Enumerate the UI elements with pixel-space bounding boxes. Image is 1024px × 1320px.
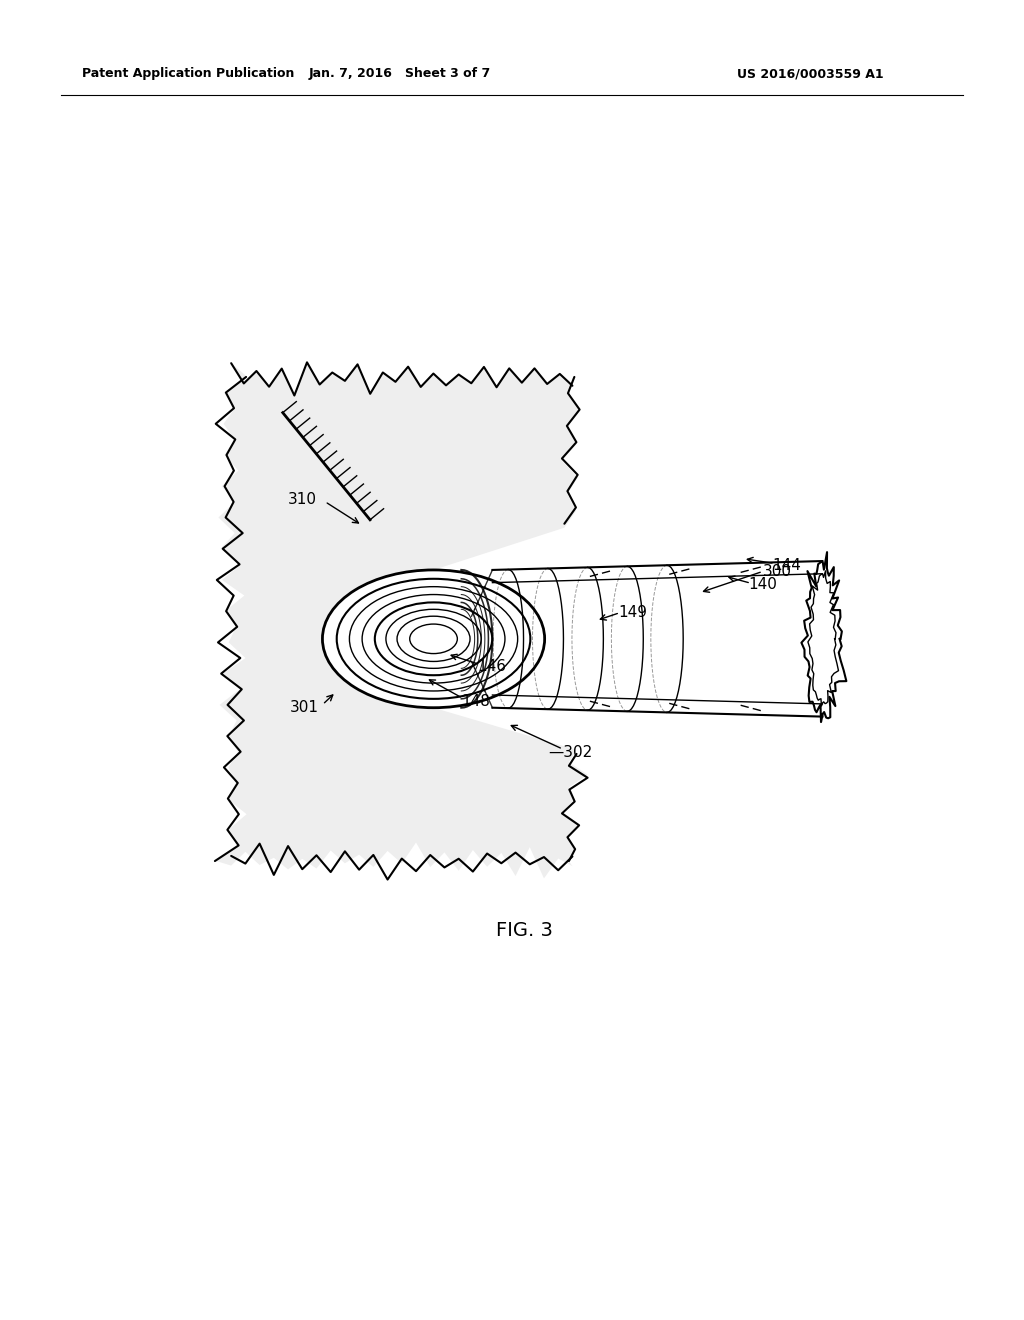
Text: 300: 300	[763, 564, 792, 579]
Text: 310: 310	[288, 492, 316, 507]
Text: Jan. 7, 2016   Sheet 3 of 7: Jan. 7, 2016 Sheet 3 of 7	[308, 67, 490, 81]
Polygon shape	[216, 362, 588, 878]
Ellipse shape	[323, 570, 545, 708]
Text: —302: —302	[549, 744, 593, 760]
Text: 149: 149	[618, 605, 647, 620]
Text: 146: 146	[477, 659, 506, 675]
Polygon shape	[493, 561, 822, 717]
Text: FIG. 3: FIG. 3	[497, 920, 553, 940]
Text: 301: 301	[290, 701, 318, 715]
Text: 144: 144	[772, 557, 801, 573]
Text: US 2016/0003559 A1: US 2016/0003559 A1	[737, 67, 884, 81]
Text: 140: 140	[749, 577, 777, 593]
Text: Patent Application Publication: Patent Application Publication	[82, 67, 294, 81]
Text: 148: 148	[461, 694, 490, 709]
